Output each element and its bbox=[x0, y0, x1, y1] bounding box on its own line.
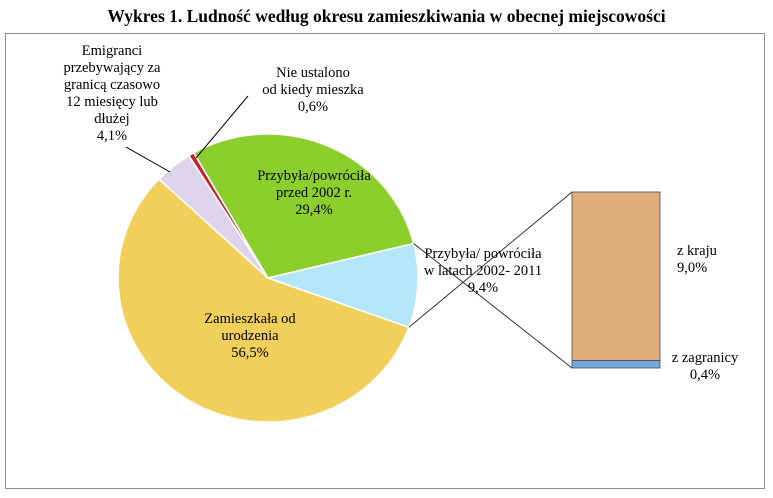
leader-line bbox=[125, 146, 171, 173]
connector-line-top bbox=[408, 191, 573, 328]
slice-label: Przybyła/ powróciła w latach 2002- 2011 9,… bbox=[424, 246, 542, 296]
slice-label: Nie ustalono od kiedy mieszka 0,6% bbox=[262, 65, 364, 115]
pie-slice bbox=[192, 133, 415, 279]
slice-label: Emigranci przebywający za granicą czasowo 1… bbox=[63, 43, 161, 144]
breakdown-label: z kraju 9,0% bbox=[677, 243, 717, 276]
breakdown-label: z zagranicy 0,4% bbox=[672, 350, 739, 383]
chart-frame bbox=[5, 33, 765, 489]
leader-line bbox=[195, 95, 249, 159]
breakdown-bar-segment bbox=[571, 191, 661, 361]
connector-line-bottom bbox=[413, 243, 573, 369]
slice-label: Przybyła/powróciła przed 2002 r. 29,4% bbox=[257, 168, 371, 218]
slice-label: Zamieszkała od urodzenia 56,5% bbox=[204, 311, 296, 361]
pie-slice bbox=[265, 242, 419, 329]
chart-title: Wykres 1. Ludność według okresu zamieszk… bbox=[107, 6, 666, 26]
pie-slice bbox=[117, 178, 410, 423]
breakdown-bar-segment bbox=[571, 360, 661, 369]
